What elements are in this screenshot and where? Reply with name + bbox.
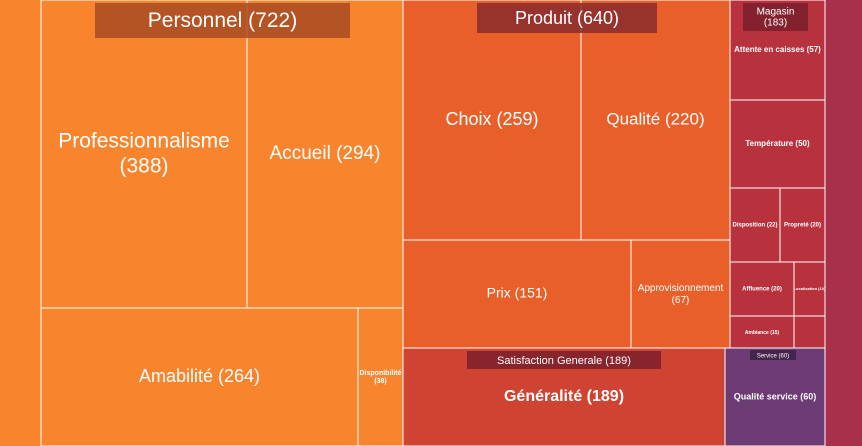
group-header-personnel	[95, 3, 350, 38]
cell-choix	[402, 0, 582, 241]
cell-proprete	[779, 187, 826, 263]
cell-amabilite	[40, 307, 359, 446]
label-accueil: Accueil (294)	[270, 143, 381, 164]
label-affluence: Affluence (20)	[742, 287, 782, 293]
group-header-label-produit: Produit (640)	[515, 8, 619, 28]
group-header-magasin	[743, 3, 808, 31]
label-temperature: Température (50)	[745, 139, 810, 148]
group-header-produit	[477, 3, 657, 33]
label-choix: Choix (259)	[445, 109, 538, 129]
cell-prix	[402, 239, 632, 349]
group-header-label-magasin: Magasin (183)	[757, 6, 795, 28]
group-header-service	[750, 350, 796, 360]
label-localisation: Localisation (10)	[794, 286, 826, 291]
cell-approvisionnement	[630, 239, 731, 349]
cell-ambiance	[729, 315, 795, 350]
group-header-satisfaction-generale	[467, 351, 661, 369]
label-amabilite: Amabilité (264)	[139, 366, 260, 386]
right-margin	[825, 0, 862, 446]
cell-qualite-service	[724, 347, 826, 446]
group-header-label-service: Service (60)	[757, 354, 789, 360]
group-header-label-personnel: Personnel (722)	[148, 9, 297, 32]
label-ambiance: Ambiance (15)	[745, 330, 780, 336]
cell-professionnalisme	[40, 0, 248, 309]
label-attente-en-caisses: Attente en caisses (57)	[734, 45, 821, 54]
label-qualite-service: Qualité service (60)	[734, 391, 817, 401]
cell-blank	[793, 315, 826, 350]
cell-affluence	[729, 261, 795, 317]
label-professionnalisme: Professionnalisme (388)	[58, 129, 230, 177]
label-disponibilite: Disponibilité (38)	[360, 370, 402, 385]
label-generalite: Généralité (189)	[504, 388, 624, 405]
label-prix: Prix (151)	[487, 285, 548, 301]
label-approvisionnement: Approvisionnement (67)	[638, 283, 724, 306]
cell-localisation	[793, 261, 826, 317]
left-margin	[0, 0, 41, 446]
group-header-label-satisfaction-generale: Satisfaction Generale (189)	[497, 355, 631, 367]
cell-disponibilite	[357, 307, 404, 446]
label-qualite: Qualité (220)	[606, 109, 704, 128]
cell-qualite	[580, 0, 731, 241]
label-disposition: Disposition (22)	[732, 223, 777, 229]
cell-temperature	[729, 99, 826, 189]
label-proprete: Propreté (20)	[784, 223, 821, 229]
